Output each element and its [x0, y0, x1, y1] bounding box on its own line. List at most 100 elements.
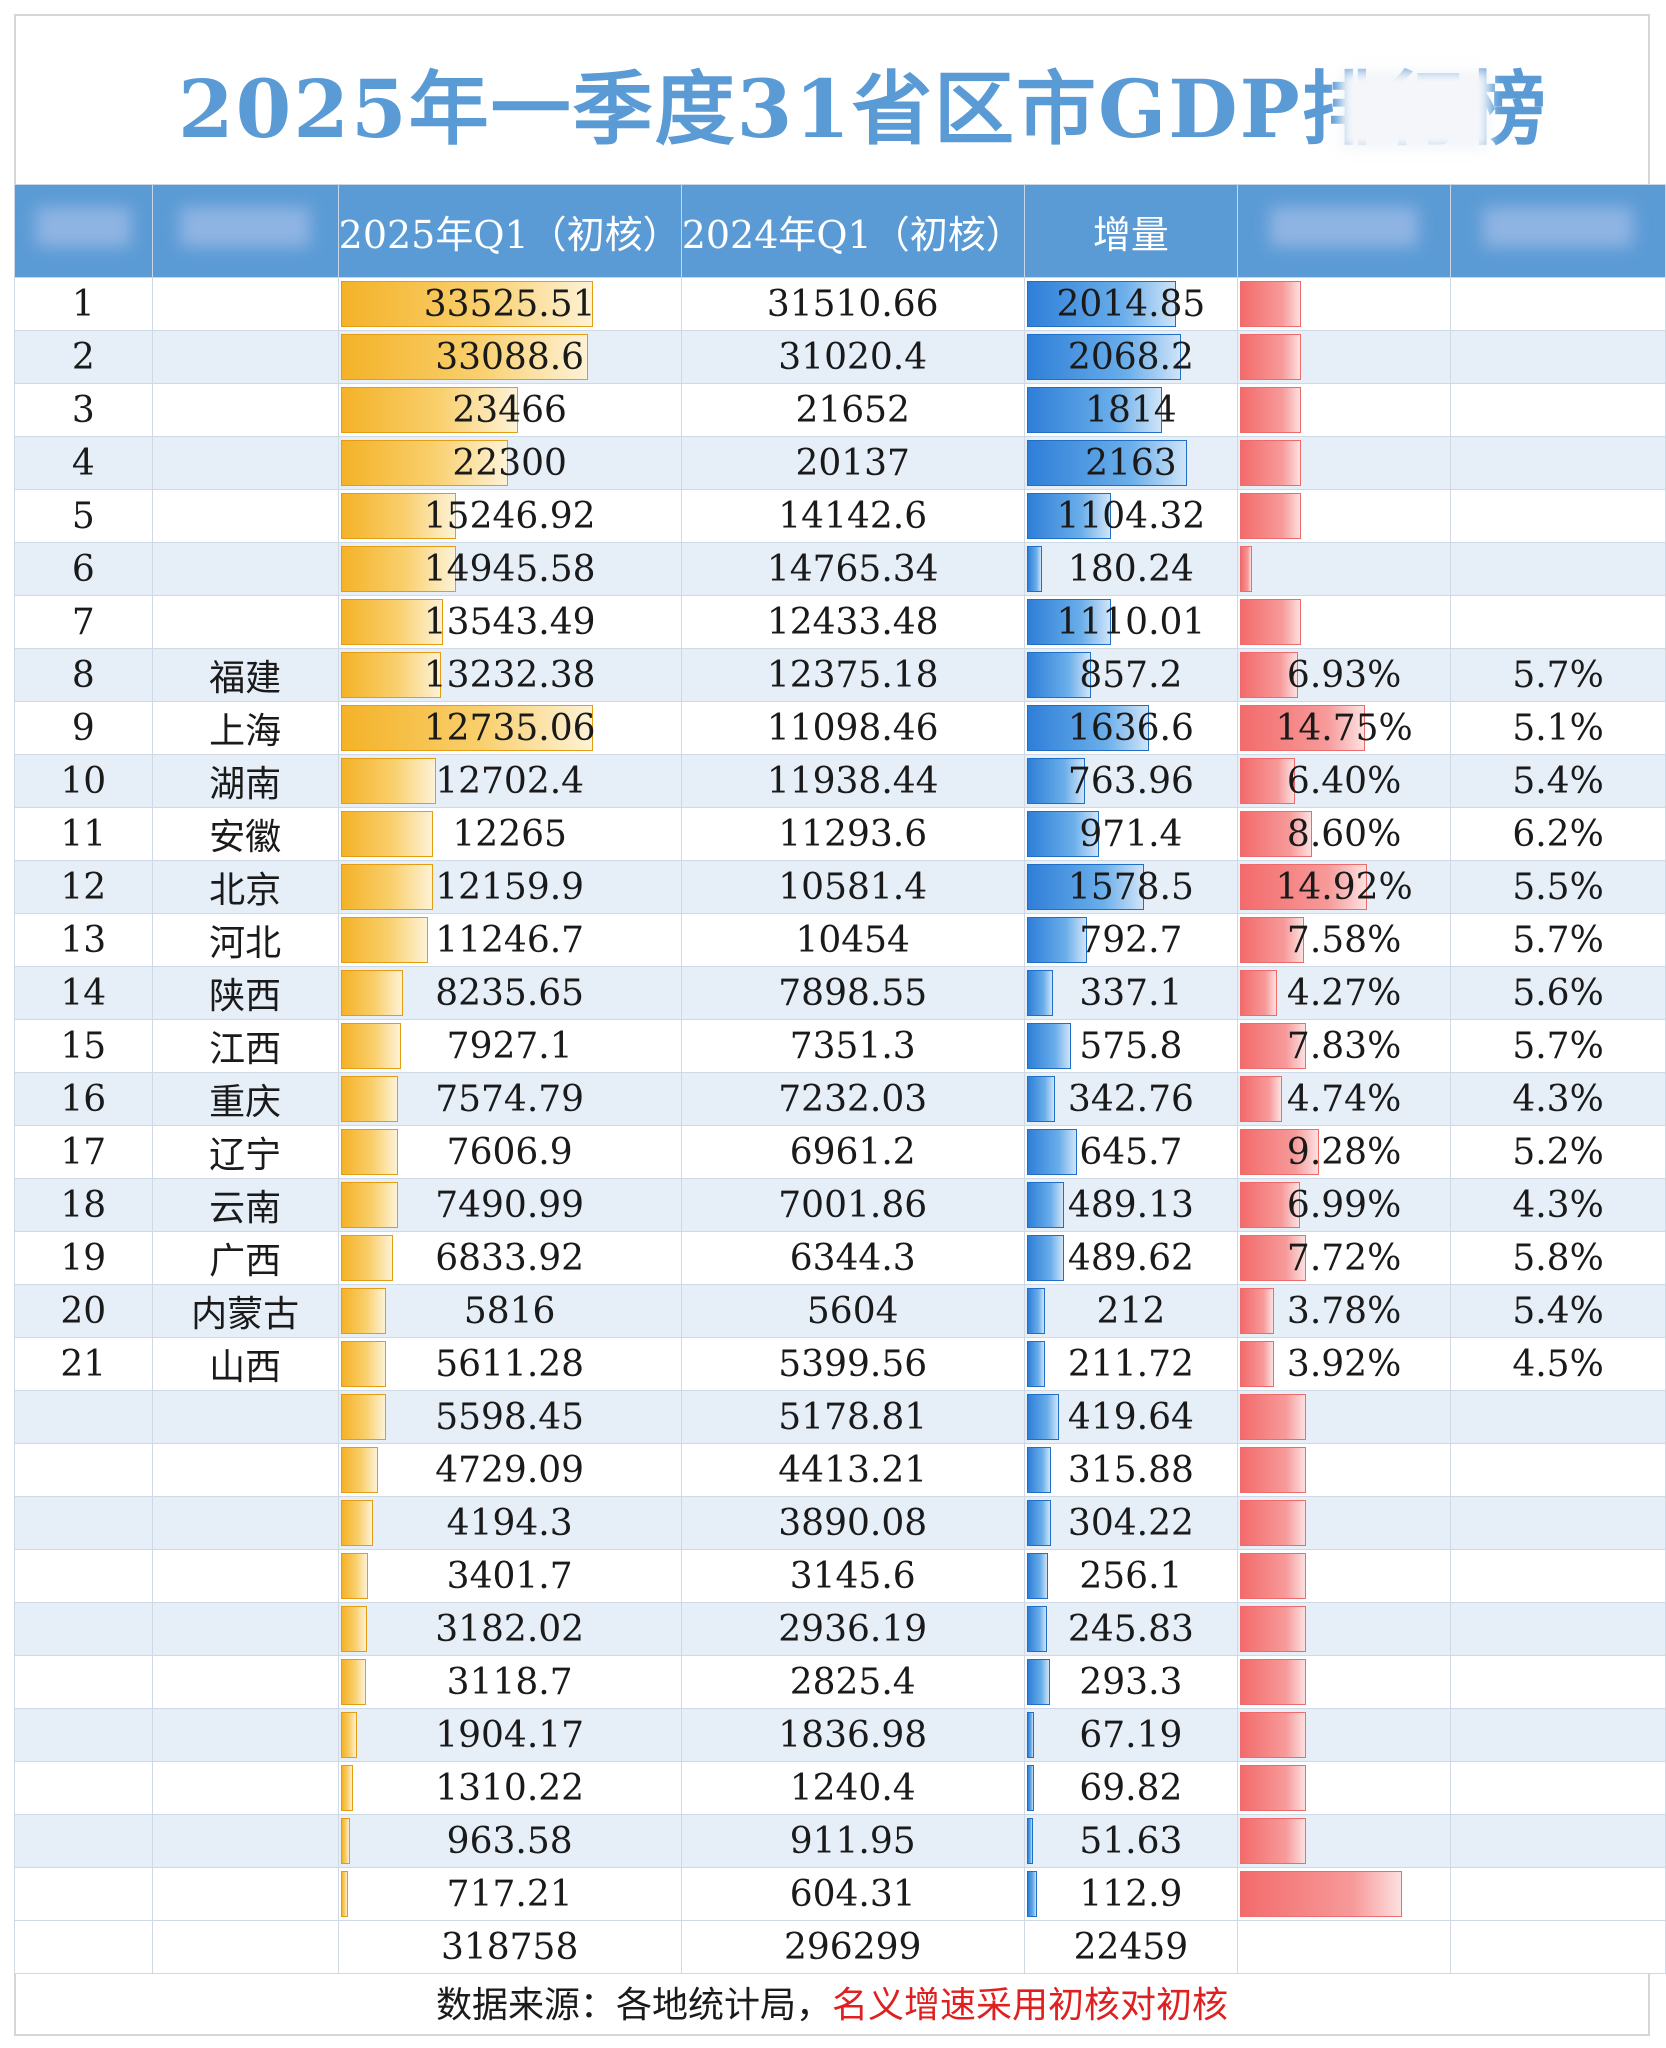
real-growth-cell: [1450, 1655, 1666, 1709]
total-q2024-value: 296299: [783, 1926, 922, 1968]
increase-cell-value: 1578.5: [1067, 866, 1194, 908]
q1-2025-cell: 1904.17: [337, 1708, 682, 1762]
q1-2024-cell: 7001.86: [680, 1178, 1025, 1232]
q1-2024-cell: 3145.6: [680, 1549, 1025, 1603]
increase-cell: 293.3: [1023, 1655, 1239, 1709]
increase-cell: 2014.85: [1023, 277, 1239, 331]
rank-cell: 8: [14, 648, 153, 702]
rank-cell-value: 19: [60, 1237, 107, 1279]
q1-2024-cell: 12375.18: [680, 648, 1025, 702]
gdp-bar: [340, 1659, 366, 1705]
q1-2024-cell: 21652: [680, 383, 1025, 437]
table-row: 5 15246.92 14142.6 1104.32: [14, 489, 1666, 543]
q1-2025-cell: 12702.4: [337, 754, 682, 808]
increase-cell-value: 67.19: [1079, 1714, 1183, 1756]
q1-2025-cell-value: 6833.92: [435, 1237, 585, 1279]
growth-bar: [1240, 1394, 1307, 1440]
gdp-ranking-table: 2025年Q1（初核） 2024年Q1（初核） 增量 1 33525.51 3151…: [14, 184, 1666, 1974]
growth-bar: [1240, 334, 1302, 380]
rank-cell: 1: [14, 277, 153, 331]
real-growth-cell: 5.6%: [1450, 966, 1666, 1020]
total-empty-cell: [1450, 1920, 1666, 1974]
increase-bar: [1026, 1341, 1045, 1387]
q1-2025-cell-value: 22300: [452, 442, 567, 484]
growth-bar: [1240, 705, 1366, 751]
increase-cell: 211.72: [1023, 1337, 1239, 1391]
growth-bar: [1240, 970, 1278, 1016]
growth-bar: [1240, 546, 1253, 592]
growth-bar: [1240, 440, 1302, 486]
q1-2024-cell-value: 14142.6: [778, 495, 928, 537]
increase-bar: [1026, 864, 1144, 910]
rank-cell: 3: [14, 383, 153, 437]
table-row: 21 山西 5611.28 5399.56 211.72 3.92% 4.5%: [14, 1337, 1666, 1391]
q1-2025-cell: 5816: [337, 1284, 682, 1338]
gdp-bar: [340, 652, 441, 698]
q1-2024-cell-value: 12375.18: [766, 654, 939, 696]
rank-cell-value: 13: [60, 919, 107, 961]
q1-2024-cell: 1836.98: [680, 1708, 1025, 1762]
nominal-growth-cell: 3.78%: [1237, 1284, 1452, 1338]
total-inc-value: 22459: [1073, 1926, 1189, 1968]
q1-2025-cell: 5598.45: [337, 1390, 682, 1444]
nominal-growth-cell: 7.58%: [1237, 913, 1452, 967]
nominal-growth-cell: 7.72%: [1237, 1231, 1452, 1285]
gdp-bar: [340, 281, 593, 327]
region-cell: [151, 1761, 339, 1815]
increase-cell: 69.82: [1023, 1761, 1239, 1815]
q1-2024-cell-value: 11293.6: [778, 813, 928, 855]
increase-bar: [1026, 1235, 1064, 1281]
increase-cell: 51.63: [1023, 1814, 1239, 1868]
rank-cell: [14, 1390, 153, 1444]
rank-cell: [14, 1602, 153, 1656]
nominal-growth-cell-value: 4.27%: [1286, 972, 1402, 1014]
q1-2025-cell: 6833.92: [337, 1231, 682, 1285]
q1-2025-cell: 963.58: [337, 1814, 682, 1868]
real-growth-cell-value: 5.4%: [1512, 1290, 1604, 1332]
nominal-growth-cell: [1237, 489, 1452, 543]
region-cell: [151, 277, 339, 331]
region-cell: 河北: [151, 913, 339, 967]
growth-bar: [1240, 1606, 1307, 1652]
rank-cell: 7: [14, 595, 153, 649]
q1-2025-cell-value: 13232.38: [423, 654, 596, 696]
q1-2024-cell: 12433.48: [680, 595, 1025, 649]
q1-2024-cell: 604.31: [680, 1867, 1025, 1921]
region-cell: 广西: [151, 1231, 339, 1285]
q1-2024-cell: 2936.19: [680, 1602, 1025, 1656]
source-text: 数据来源：各地统计局，: [435, 1985, 832, 2026]
rank-cell: 20: [14, 1284, 153, 1338]
rank-cell-value: 21: [60, 1343, 107, 1385]
increase-cell-value: 2163: [1085, 442, 1177, 484]
gdp-bar: [340, 1500, 373, 1546]
table-row: 2 33088.6 31020.4 2068.2: [14, 330, 1666, 384]
real-growth-cell-value: 4.3%: [1512, 1184, 1604, 1226]
growth-bar: [1240, 493, 1302, 539]
increase-cell: 1636.6: [1023, 701, 1239, 755]
region-cell: [151, 542, 339, 596]
gdp-bar: [340, 1606, 367, 1652]
nominal-growth-cell-value: 14.92%: [1275, 866, 1413, 908]
real-growth-cell: 5.7%: [1450, 913, 1666, 967]
region-cell: [151, 330, 339, 384]
q1-2025-cell-value: 7606.9: [446, 1131, 573, 1173]
table-row: 3 23466 21652 1814: [14, 383, 1666, 437]
real-growth-cell: [1450, 277, 1666, 331]
growth-bar: [1240, 1182, 1301, 1228]
nominal-growth-cell-value: 7.72%: [1286, 1237, 1402, 1279]
q1-2024-cell-value: 20137: [795, 442, 910, 484]
rank-cell: [14, 1761, 153, 1815]
q1-2025-cell: 717.21: [337, 1867, 682, 1921]
q1-2025-cell-value: 23466: [452, 389, 567, 431]
increase-cell-value: 489.62: [1067, 1237, 1194, 1279]
region-cell: 辽宁: [151, 1125, 339, 1179]
nominal-growth-cell: [1237, 1496, 1452, 1550]
gdp-bar: [340, 1447, 378, 1493]
increase-bar: [1026, 546, 1042, 592]
region-cell-value: 河北: [209, 923, 282, 964]
header-rank: [14, 184, 153, 278]
rank-cell-value: 10: [60, 760, 107, 802]
table-row: 18 云南 7490.99 7001.86 489.13 6.99% 4.3%: [14, 1178, 1666, 1232]
q1-2025-cell: 13232.38: [337, 648, 682, 702]
gdp-bar: [340, 546, 456, 592]
